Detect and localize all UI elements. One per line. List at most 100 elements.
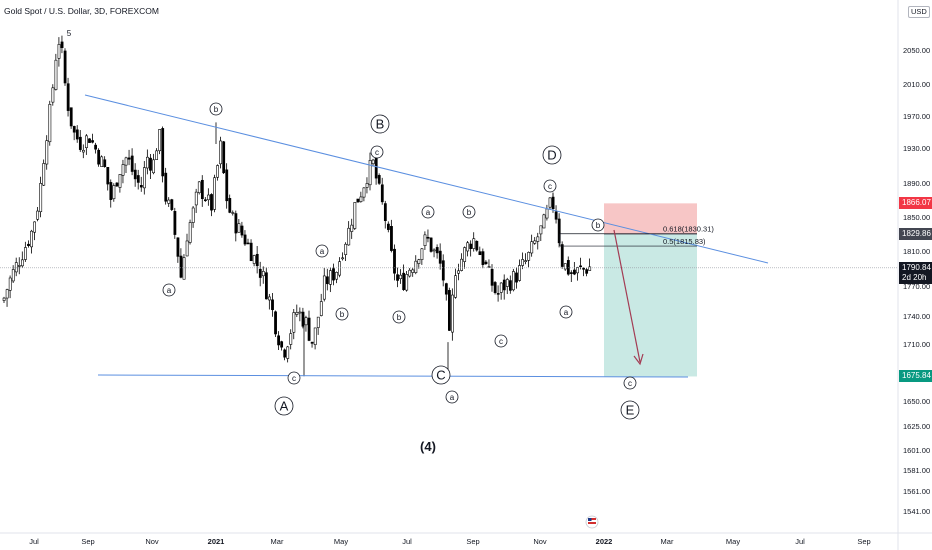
candle [118, 174, 122, 193]
candle [30, 229, 33, 254]
candle [237, 219, 241, 233]
candle [582, 267, 586, 277]
candle [408, 268, 412, 278]
candle [133, 163, 137, 187]
x-tick-label: Jul [29, 537, 39, 546]
candle [130, 148, 134, 176]
candle [554, 205, 558, 224]
candle [490, 264, 494, 292]
candle [155, 148, 159, 160]
candle [124, 156, 128, 173]
candle [222, 141, 226, 175]
candle [289, 329, 293, 350]
candle [255, 246, 259, 274]
candle [304, 315, 308, 332]
candle [313, 327, 317, 350]
candle [512, 268, 515, 292]
candle [539, 225, 543, 242]
wave-label: c [370, 145, 384, 159]
candle [228, 194, 232, 214]
candle [42, 159, 46, 186]
candle [463, 246, 467, 269]
candle [380, 177, 384, 205]
candle [319, 293, 323, 317]
candle [429, 237, 433, 253]
x-tick-label: May [726, 537, 740, 546]
candle [576, 266, 579, 281]
candle [402, 264, 406, 291]
candle [225, 163, 229, 209]
wave-label: c [543, 179, 557, 193]
candle [316, 316, 320, 335]
wave-label-text: C [436, 368, 445, 383]
x-tick-label: 2021 [208, 537, 225, 546]
candle [11, 265, 15, 284]
candle [475, 240, 479, 252]
candle [127, 149, 131, 166]
candle [417, 258, 421, 269]
candle [505, 277, 509, 295]
candle [481, 248, 485, 269]
y-tick-label: 1541.00 [903, 507, 930, 516]
candle [121, 159, 125, 184]
candle [143, 161, 146, 195]
candle [100, 155, 104, 168]
candle [69, 107, 73, 129]
candle [545, 204, 549, 221]
entry-price-label: 1829.86 [899, 228, 932, 241]
candle [54, 53, 58, 91]
candle [197, 181, 201, 195]
wave-label-text: a [320, 247, 325, 256]
candle [268, 293, 271, 310]
candle [78, 130, 82, 152]
y-tick-label: 1970.00 [903, 112, 930, 121]
last-price-value: 1790.84 [902, 262, 931, 272]
candle [472, 232, 476, 252]
forecast-arrowhead [633, 353, 644, 366]
candle [341, 252, 345, 261]
candle [563, 263, 567, 271]
candle [444, 282, 448, 301]
candle [216, 164, 220, 181]
candle [353, 202, 357, 231]
candle [182, 254, 186, 280]
wave-label-text: c [375, 148, 379, 157]
candle [258, 261, 262, 287]
candle [332, 263, 335, 286]
candle [438, 243, 442, 270]
candle [91, 133, 94, 144]
candle [393, 244, 396, 281]
y-tick-label: 1770.00 [903, 282, 930, 291]
wave-label: c [287, 371, 301, 385]
candle [57, 37, 61, 67]
candle [194, 188, 198, 213]
wave-label-text: D [547, 148, 556, 163]
candle [51, 84, 55, 106]
candle [60, 35, 64, 54]
candle [566, 256, 570, 276]
candle [146, 149, 149, 175]
candle [499, 282, 503, 300]
candle [365, 177, 369, 194]
candle [435, 244, 439, 259]
wave-label: B [370, 114, 390, 134]
x-tick-label: May [334, 537, 348, 546]
candle [329, 267, 332, 293]
x-tick-label: Sep [857, 537, 870, 546]
candle [75, 125, 79, 143]
candle [484, 260, 488, 265]
currency-button[interactable]: USD [908, 6, 930, 18]
degree-label: (4) [420, 439, 436, 454]
candle [383, 200, 387, 229]
x-tick-label: Sep [466, 537, 479, 546]
candle [502, 274, 506, 300]
forecast-arrow [613, 229, 641, 363]
candle [307, 310, 311, 342]
candle [548, 197, 552, 210]
candle [240, 221, 244, 238]
y-tick-label: 1740.00 [903, 312, 930, 321]
candle [139, 176, 143, 192]
y-tick-label: 2010.00 [903, 80, 930, 89]
candle [213, 174, 216, 213]
